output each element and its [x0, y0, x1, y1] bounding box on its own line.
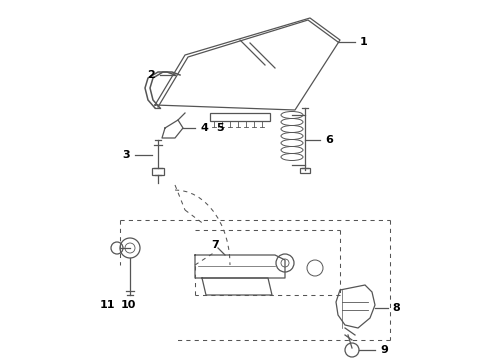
- Text: 10: 10: [121, 300, 136, 310]
- Text: 11: 11: [99, 300, 115, 310]
- Text: 8: 8: [392, 303, 400, 313]
- Text: 9: 9: [380, 345, 388, 355]
- Bar: [300, 168, 310, 173]
- Text: 2: 2: [147, 70, 155, 80]
- Text: 6: 6: [325, 135, 333, 145]
- Text: 3: 3: [122, 150, 130, 160]
- Text: 7: 7: [211, 240, 219, 250]
- Text: 1: 1: [360, 37, 368, 47]
- Text: 5: 5: [216, 123, 224, 133]
- Text: 4: 4: [200, 123, 208, 133]
- Bar: [210, 113, 270, 121]
- Bar: [152, 168, 164, 175]
